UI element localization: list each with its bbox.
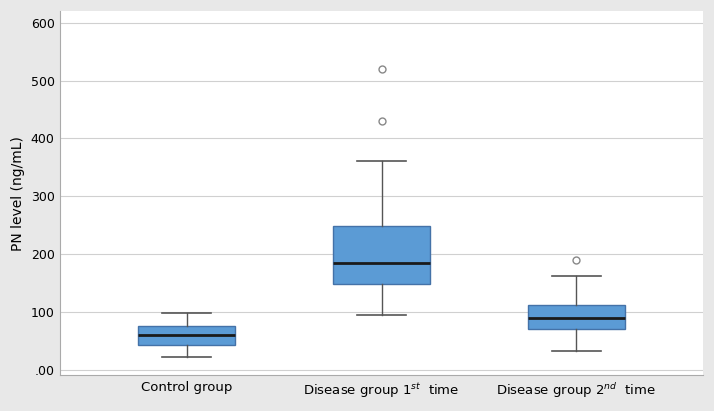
- PathPatch shape: [528, 305, 625, 329]
- PathPatch shape: [333, 226, 431, 284]
- Y-axis label: PN level (ng/mL): PN level (ng/mL): [11, 136, 25, 251]
- PathPatch shape: [138, 326, 236, 345]
